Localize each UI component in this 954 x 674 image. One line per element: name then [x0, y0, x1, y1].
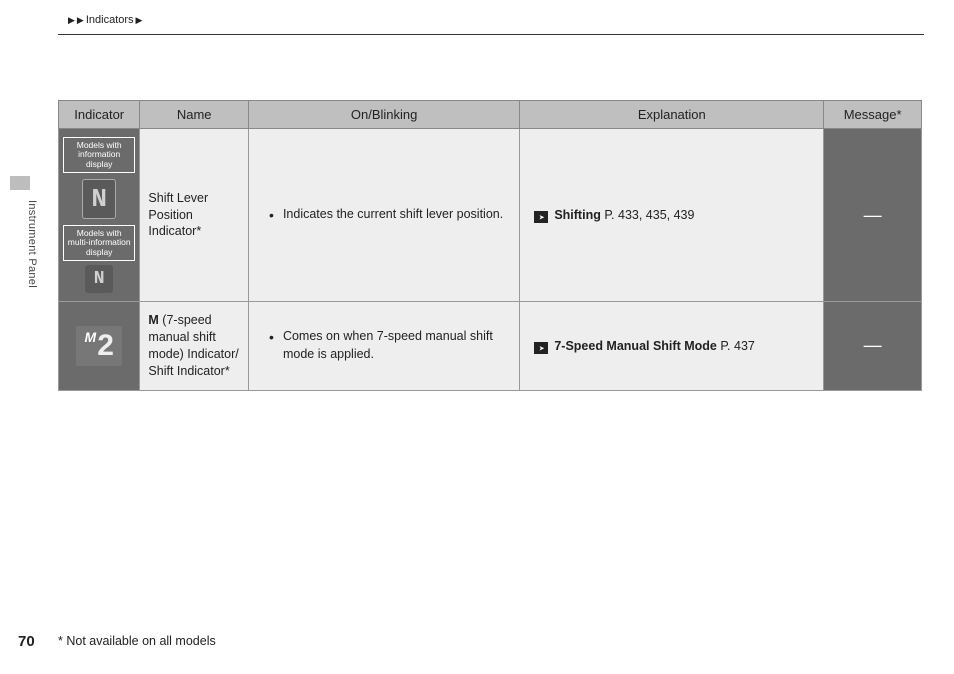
header-divider: [58, 34, 924, 35]
table-row: M 2 M (7-speed manual shift mode) Indica…: [59, 302, 922, 391]
col-header-name: Name: [140, 101, 249, 129]
shift-n-large-icon: N: [82, 179, 116, 219]
indicator-cell: Models with information display N Models…: [59, 129, 140, 302]
xref-pages: P. 433, 435, 439: [604, 208, 694, 222]
indicator-variant-label: Models with information display: [63, 137, 135, 173]
cross-reference: Shifting P. 433, 435, 439: [534, 208, 815, 223]
col-header-explanation: Explanation: [520, 101, 824, 129]
chevron-right-icon: ▶: [68, 15, 75, 26]
indicator-name: M (7-speed manual shift mode) Indicator/…: [140, 302, 249, 391]
cross-reference: 7-Speed Manual Shift Mode P. 437: [534, 339, 815, 354]
xref-title: 7-Speed Manual Shift Mode: [554, 339, 717, 353]
explanation-cell: Shifting P. 433, 435, 439: [520, 129, 824, 302]
message-cell: —: [824, 129, 922, 302]
on-blinking-item: Comes on when 7-speed manual shift mode …: [269, 328, 511, 363]
shift-n-small-icon: N: [85, 265, 113, 293]
indicator-name: Shift Lever Position Indicator*: [140, 129, 249, 302]
col-header-indicator: Indicator: [59, 101, 140, 129]
xref-pages: P. 437: [720, 339, 755, 353]
message-cell: —: [824, 302, 922, 391]
name-rest: (7-speed manual shift mode) Indicator/ S…: [148, 313, 238, 378]
breadcrumb: ▶ ▶ Indicators ▶: [68, 14, 142, 26]
col-header-message: Message*: [824, 101, 922, 129]
breadcrumb-label: Indicators: [86, 14, 134, 26]
footnote: * Not available on all models: [58, 634, 216, 648]
explanation-cell: 7-Speed Manual Shift Mode P. 437: [520, 302, 824, 391]
col-header-on-blinking: On/Blinking: [248, 101, 519, 129]
xref-title: Shifting: [554, 208, 601, 222]
on-blinking-cell: Indicates the current shift lever positi…: [248, 129, 519, 302]
table-row: Models with information display N Models…: [59, 129, 922, 302]
side-section-label: Instrument Panel: [26, 200, 38, 288]
chevron-right-icon: ▶: [77, 15, 84, 26]
indicators-table: Indicator Name On/Blinking Explanation M…: [58, 100, 922, 391]
page-number: 70: [18, 633, 35, 650]
side-tab-marker: [10, 176, 30, 190]
on-blinking-item: Indicates the current shift lever positi…: [269, 206, 511, 224]
chevron-right-icon: ▶: [136, 15, 143, 26]
xref-text: 7-Speed Manual Shift Mode P. 437: [554, 339, 755, 353]
reference-arrow-icon: [534, 342, 548, 354]
xref-text: Shifting P. 433, 435, 439: [554, 208, 694, 222]
indicator-cell: M 2: [59, 302, 140, 391]
reference-arrow-icon: [534, 211, 548, 223]
m2-indicator-icon: M 2: [76, 326, 122, 366]
on-blinking-cell: Comes on when 7-speed manual shift mode …: [248, 302, 519, 391]
name-bold-prefix: M: [148, 313, 158, 327]
table-header-row: Indicator Name On/Blinking Explanation M…: [59, 101, 922, 129]
indicator-variant-label: Models with multi-information display: [63, 225, 135, 261]
